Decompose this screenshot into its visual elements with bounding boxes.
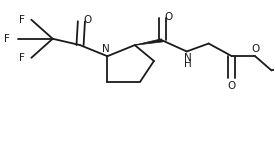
Polygon shape [135, 39, 163, 45]
Text: O: O [83, 15, 92, 25]
Text: H: H [184, 60, 192, 69]
Text: O: O [164, 12, 172, 22]
Text: F: F [20, 53, 25, 63]
Text: F: F [4, 34, 10, 44]
Text: N: N [184, 53, 192, 63]
Text: N: N [102, 44, 110, 54]
Text: O: O [252, 44, 260, 54]
Text: F: F [20, 15, 25, 25]
Text: O: O [227, 81, 235, 91]
